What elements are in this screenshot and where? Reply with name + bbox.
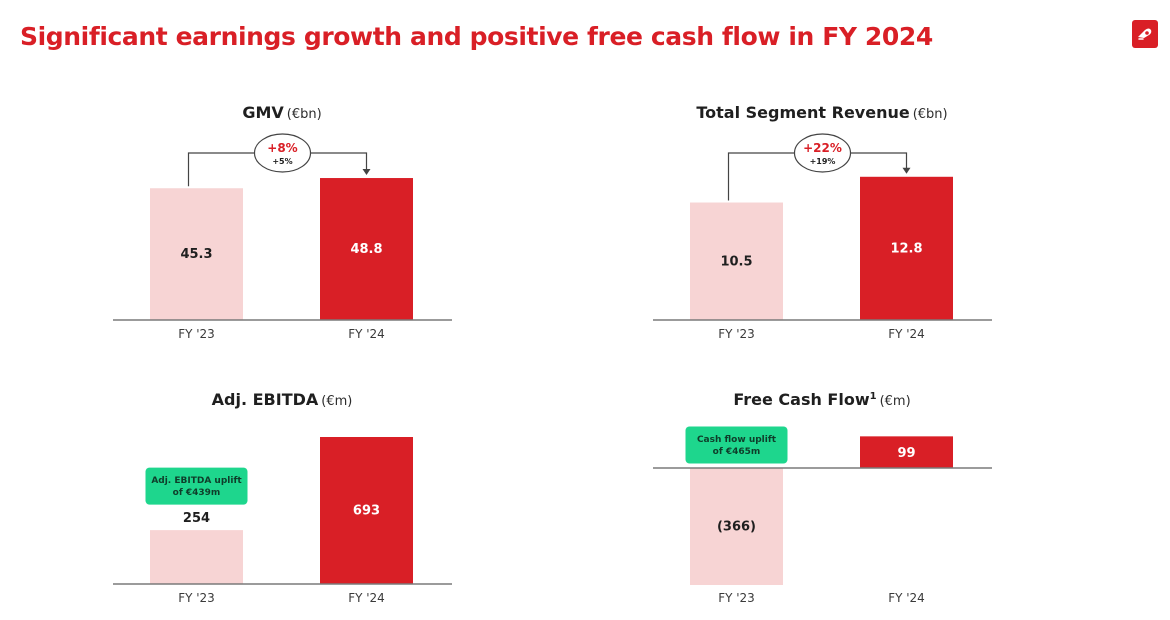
arrow-down-icon: [902, 167, 911, 174]
chart-title: Adj. EBITDA (€m): [212, 390, 353, 409]
chart-title-text: GMV: [242, 103, 284, 122]
bar-fy24: [320, 178, 413, 320]
chart-unit: (€m): [880, 394, 911, 409]
growth-badge-secondary: +19%: [810, 157, 836, 166]
growth-badge-primary: +8%: [267, 141, 297, 155]
data-label: 45.3: [180, 247, 212, 262]
page-title: Significant earnings growth and positive…: [20, 22, 933, 51]
data-label: 12.8: [890, 241, 922, 256]
bar-fy24: [320, 437, 413, 584]
bar-fy24: [860, 436, 953, 468]
growth-badge: [253, 133, 312, 173]
x-tick-label: FY '23: [178, 327, 215, 341]
adj-ebitda-chart: Adj. EBITDA (€m) FY '23 FY '24 254 693 Adj. EB…: [113, 390, 452, 605]
bar-fy24: [860, 176, 953, 320]
chart-title: Free Cash Flow1 (€m): [733, 390, 910, 409]
growth-badge-primary: +22%: [803, 141, 842, 155]
x-tick-label: FY '24: [888, 591, 925, 605]
growth-badge: [793, 133, 852, 173]
x-tick-label: FY '24: [888, 327, 925, 341]
growth-badge-secondary: +5%: [272, 157, 292, 166]
data-label: 693: [353, 504, 380, 519]
uplift-callout-line1: Cash flow uplift: [697, 435, 777, 445]
uplift-callout-line1: Adj. EBITDA uplift: [151, 476, 242, 486]
chart-title-text: Adj. EBITDA: [212, 390, 319, 409]
bar-fy23: [690, 202, 783, 320]
delivery-hero-logo-icon: [1132, 20, 1158, 48]
chart-title-text: Free Cash Flow: [733, 390, 870, 409]
chart-unit: (€bn): [287, 107, 322, 122]
data-label: 10.5: [720, 254, 752, 269]
total-segment-revenue-chart: Total Segment Revenue (€bn) FY '23 FY '24 10…: [653, 103, 992, 341]
x-tick-label: FY '24: [348, 327, 385, 341]
uplift-callout-line2: of €439m: [173, 488, 221, 498]
x-tick-label: FY '24: [348, 591, 385, 605]
data-label: 48.8: [350, 242, 382, 257]
bar-fy23: [690, 468, 783, 585]
uplift-callout: [685, 426, 788, 464]
chart-title-superscript: 1: [870, 391, 877, 402]
bar-fy23: [150, 530, 243, 584]
gmv-chart: GMV (€bn) FY '23 FY '24 45.3 48.8 +8% +5%: [113, 103, 452, 341]
free-cash-flow-chart: Free Cash Flow1 (€m) FY '23 FY '24 (366) 99 Ca…: [653, 390, 992, 605]
chart-title: GMV (€bn): [242, 103, 321, 122]
data-label: 99: [897, 446, 915, 461]
chart-unit: (€bn): [913, 107, 948, 122]
x-tick-label: FY '23: [718, 327, 755, 341]
x-tick-label: FY '23: [178, 591, 215, 605]
bar-fy23: [150, 188, 243, 320]
chart-title-text: Total Segment Revenue: [696, 103, 909, 122]
data-label: (366): [717, 520, 756, 535]
arrow-down-icon: [362, 169, 371, 176]
x-tick-label: FY '23: [718, 591, 755, 605]
chart-unit: (€m): [321, 394, 352, 409]
uplift-callout: [145, 467, 248, 505]
uplift-callout-line2: of €465m: [713, 447, 761, 457]
data-label: 254: [183, 511, 210, 526]
chart-title: Total Segment Revenue (€bn): [696, 103, 947, 122]
